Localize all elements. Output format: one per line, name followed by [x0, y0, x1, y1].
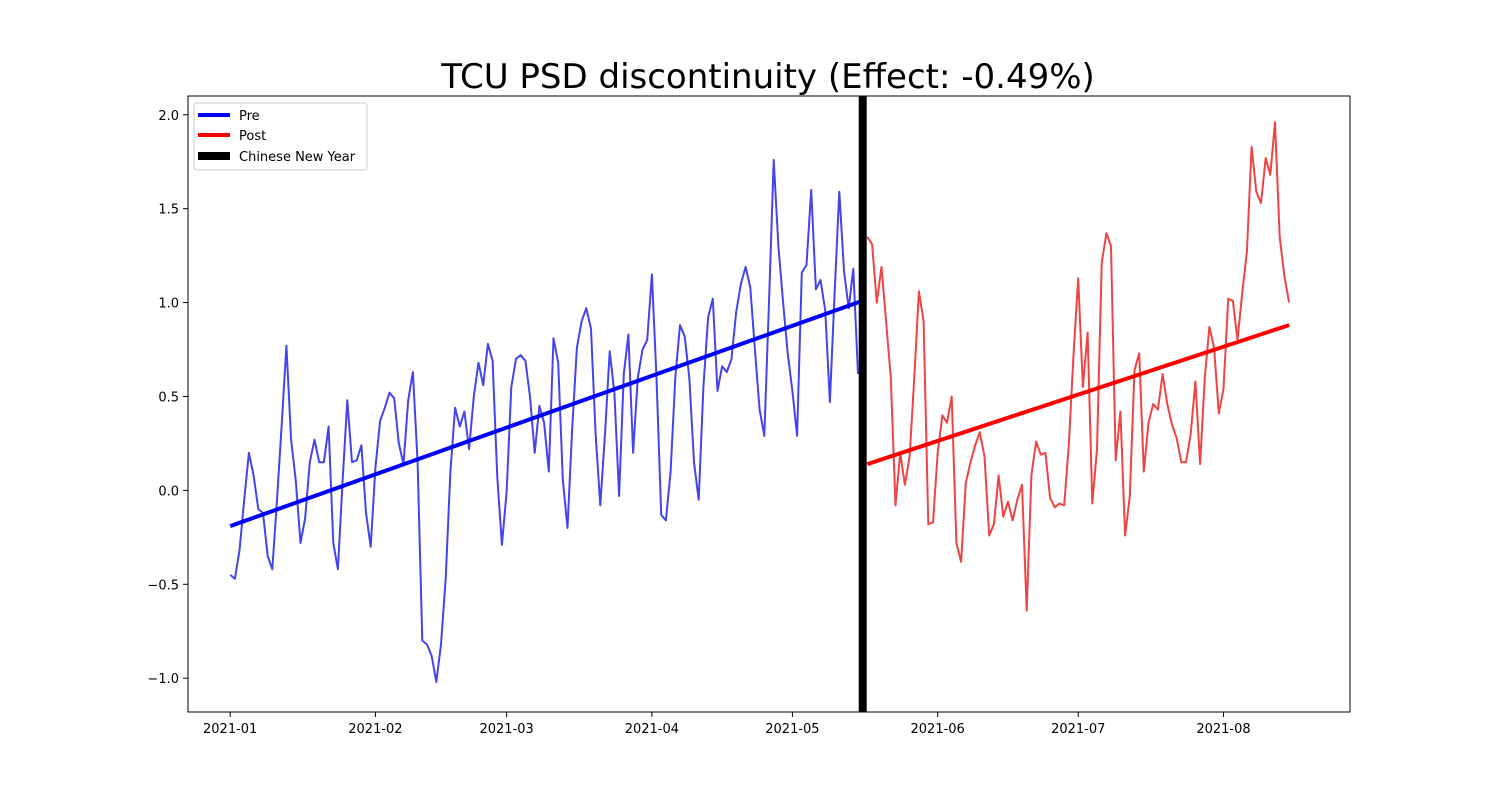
chart-title: TCU PSD discontinuity (Effect: -0.49%)	[440, 57, 1095, 97]
y-tick-label: 1.5	[158, 203, 179, 218]
plot-area	[187, 95, 1351, 713]
y-tick-label: 0.0	[158, 484, 179, 499]
y-tick-label: 0.5	[158, 390, 179, 405]
y-tick-label: 1.0	[158, 297, 179, 312]
series-post-raw-line	[866, 121, 1291, 612]
legend: Pre Post Chinese New Year	[193, 102, 368, 171]
y-tick-label: 2.0	[158, 109, 179, 124]
x-axis: 2021-01 2021-02 2021-03 2021-04 2021-05 2021-…	[203, 712, 1251, 737]
y-tick-label: −1.0	[147, 672, 179, 687]
series-pre-fit-line	[229, 298, 864, 528]
legend-label-pre: Pre	[239, 109, 260, 124]
x-tick-label: 2021-08	[1196, 722, 1250, 737]
x-tick-label: 2021-03	[479, 722, 533, 737]
y-tick-label: −0.5	[147, 578, 179, 593]
series-layer	[229, 121, 1291, 683]
x-tick-label: 2021-04	[625, 722, 679, 737]
x-tick-label: 2021-07	[1051, 722, 1105, 737]
x-tick-label: 2021-01	[203, 722, 257, 737]
series-post-fit-line	[866, 323, 1290, 466]
x-tick-label: 2021-06	[911, 722, 965, 737]
x-tick-label: 2021-05	[765, 722, 819, 737]
x-tick-label: 2021-02	[348, 722, 402, 737]
legend-frame	[193, 102, 368, 171]
axes-frame	[187, 95, 1351, 713]
y-axis: −1.0 −0.5 0.0 0.5 1.0 1.5 2.0	[147, 109, 188, 687]
legend-label-post: Post	[239, 129, 266, 144]
legend-label-chinese-new-year: Chinese New Year	[239, 150, 356, 165]
series-pre-raw-line	[229, 158, 859, 683]
